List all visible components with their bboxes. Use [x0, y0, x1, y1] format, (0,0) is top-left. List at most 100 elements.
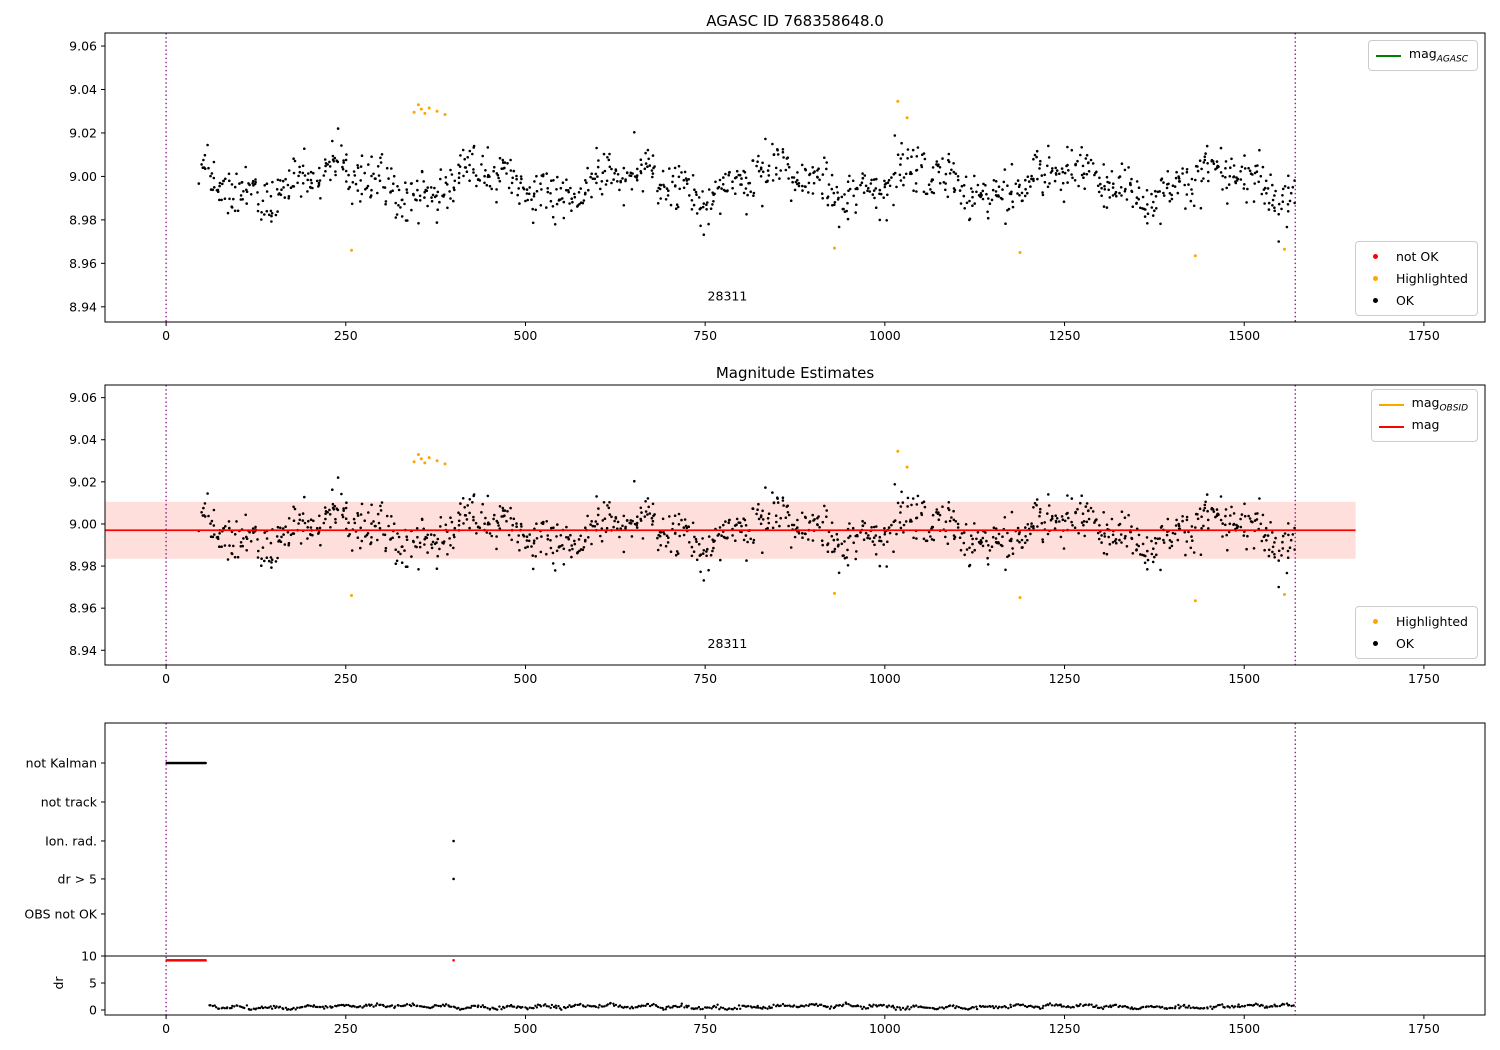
legend-label: magAGASC: [1408, 46, 1468, 65]
svg-text:1500: 1500: [1228, 1021, 1260, 1036]
points-not-kalman: [165, 761, 207, 765]
legend-label: Highlighted: [1395, 271, 1468, 286]
svg-text:0: 0: [162, 671, 170, 686]
dot-swatch-icon: [1372, 619, 1378, 624]
axes-frame: [104, 384, 1486, 666]
svg-text:28311: 28311: [708, 636, 748, 651]
svg-text:1750: 1750: [1408, 328, 1440, 343]
svg-text:1000: 1000: [869, 328, 901, 343]
legend-item-mag-obsid: magOBSID: [1378, 395, 1468, 414]
svg-text:750: 750: [693, 671, 717, 686]
legend-label: Highlighted: [1395, 614, 1468, 629]
svg-text:500: 500: [514, 671, 538, 686]
obsid-boundary-lines: [165, 33, 1296, 322]
svg-text:9.06: 9.06: [69, 39, 97, 54]
svg-text:1500: 1500: [1228, 328, 1260, 343]
svg-text:0: 0: [162, 1021, 170, 1036]
points-flag-events: [452, 839, 455, 881]
legend-point-types-top-plot: not OK Highlighted OK: [1354, 241, 1478, 316]
svg-text:1000: 1000: [869, 1021, 901, 1036]
x-axis-ticks: 0 250 500 750 1000 1250 1500 1750: [162, 665, 1440, 686]
svg-text:10: 10: [81, 948, 97, 963]
svg-text:1250: 1250: [1049, 1021, 1081, 1036]
title-agasc-id: AGASC ID 768358648.0: [706, 12, 884, 30]
obsid-boundary-lines: [165, 385, 1296, 665]
svg-text:dr: dr: [51, 976, 66, 990]
svg-text:8.98: 8.98: [69, 559, 97, 574]
svg-text:9.00: 9.00: [69, 516, 97, 531]
points-highlighted: [350, 99, 1286, 258]
svg-text:500: 500: [514, 1021, 538, 1036]
legend-label: mag: [1411, 417, 1440, 433]
legend-mag-lines: magOBSID mag: [1370, 389, 1478, 442]
dot-swatch-icon: [1372, 276, 1378, 281]
svg-text:0: 0: [162, 328, 170, 343]
svg-text:1250: 1250: [1049, 671, 1081, 686]
svg-text:8.96: 8.96: [69, 256, 97, 271]
points-ok: [197, 127, 1296, 243]
panel-magnitude-estimates: 0 250 500 750 1000 1250 1500 1750 8.94 8.96 8.98 9.…: [69, 384, 1486, 686]
legend-label: magOBSID: [1411, 395, 1468, 414]
title-magnitude-estimates: Magnitude Estimates: [715, 364, 875, 382]
legend-item-not-ok: not OK: [1363, 247, 1468, 266]
line-swatch-icon: [1378, 403, 1404, 406]
svg-text:dr > 5: dr > 5: [58, 871, 97, 886]
svg-text:250: 250: [334, 671, 358, 686]
legend-item-highlighted: Highlighted: [1363, 269, 1468, 288]
legend-label: OK: [1395, 636, 1414, 651]
svg-text:1250: 1250: [1049, 328, 1081, 343]
svg-text:1750: 1750: [1408, 1021, 1440, 1036]
legend-mag-agasc: magAGASC: [1367, 40, 1478, 71]
x-axis-ticks: 0 250 500 750 1000 1250 1500 1750: [162, 322, 1440, 343]
legend-item-ok: OK: [1363, 634, 1468, 653]
y-axis-ticks: 8.94 8.96 8.98 9.00 9.02 9.04 9.06: [69, 390, 105, 658]
svg-text:8.94: 8.94: [69, 643, 97, 658]
svg-text:250: 250: [334, 1021, 358, 1036]
svg-text:750: 750: [693, 1021, 717, 1036]
obsid-annotation: 28311: [708, 636, 748, 651]
svg-text:1000: 1000: [869, 671, 901, 686]
points-highlighted: [350, 449, 1286, 603]
legend-label: OK: [1395, 293, 1414, 308]
svg-text:0: 0: [89, 1003, 97, 1018]
svg-text:5: 5: [89, 975, 97, 990]
legend-item-highlighted: Highlighted: [1363, 612, 1468, 631]
svg-text:9.06: 9.06: [69, 390, 97, 405]
svg-text:not Kalman: not Kalman: [26, 756, 97, 771]
points-dr-trace: [208, 1001, 1295, 1011]
dr-axis-label: dr: [51, 976, 66, 990]
dot-swatch-icon: [1372, 254, 1378, 259]
panel-agasc: 0 250 500 750 1000 1250 1500 1750 8.94 8.96 8.98 9.…: [69, 32, 1486, 343]
svg-text:28311: 28311: [708, 288, 748, 303]
svg-text:9.02: 9.02: [69, 474, 97, 489]
y-axis-labels: not Kalman not track Ion. rad. dr > 5 OBS no…: [24, 756, 105, 1018]
svg-text:OBS not OK: OBS not OK: [24, 906, 97, 921]
y-axis-ticks: 8.94 8.96 8.98 9.00 9.02 9.04 9.06: [69, 39, 105, 314]
svg-text:8.94: 8.94: [69, 299, 97, 314]
svg-text:9.04: 9.04: [69, 82, 97, 97]
x-axis-ticks: 0 250 500 750 1000 1250 1500 1750: [162, 1015, 1440, 1036]
svg-text:9.04: 9.04: [69, 432, 97, 447]
legend-item-mag: mag: [1378, 417, 1468, 436]
dot-swatch-icon: [1372, 298, 1378, 303]
svg-text:9.02: 9.02: [69, 125, 97, 140]
obsid-boundary-lines: [165, 723, 1296, 1015]
legend-item-ok: OK: [1363, 291, 1468, 310]
axes-frame: [104, 32, 1486, 323]
line-swatch-icon: [1375, 54, 1401, 57]
svg-text:1500: 1500: [1228, 671, 1260, 686]
legend-item-mag-agasc: magAGASC: [1375, 46, 1468, 65]
points-dr-capped: [165, 959, 455, 962]
legend-point-types-middle-plot: Highlighted OK: [1354, 606, 1478, 659]
svg-text:8.98: 8.98: [69, 212, 97, 227]
svg-text:not track: not track: [41, 794, 98, 809]
svg-text:1750: 1750: [1408, 671, 1440, 686]
panel-flags: 0 250 500 750 1000 1250 1500 1750 not Kalman not …: [24, 722, 1486, 1036]
obsid-annotation: 28311: [708, 288, 748, 303]
axes-frame: [104, 722, 1486, 1016]
svg-text:9.00: 9.00: [69, 169, 97, 184]
svg-text:250: 250: [334, 328, 358, 343]
svg-text:500: 500: [514, 328, 538, 343]
